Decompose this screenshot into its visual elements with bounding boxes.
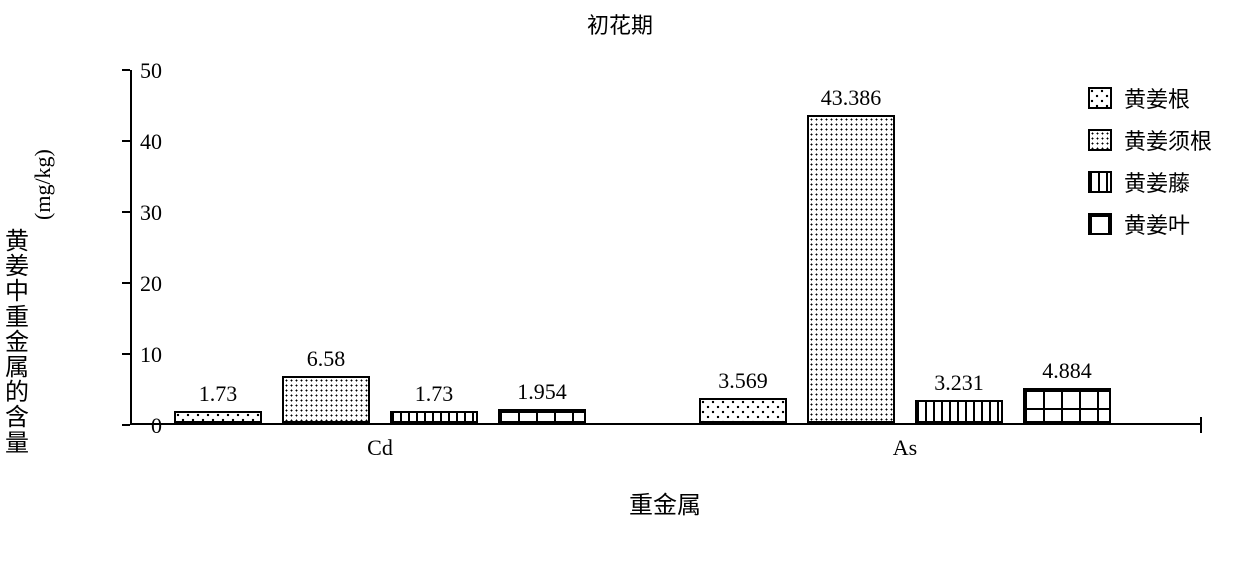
- legend-item: 黄姜根: [1088, 82, 1212, 114]
- x-axis-label: 重金属: [130, 485, 1200, 520]
- bar-value-label: 3.569: [698, 368, 788, 394]
- bar: [807, 115, 895, 423]
- legend-item: 黄姜叶: [1088, 208, 1212, 240]
- bar-value-label: 3.231: [914, 370, 1004, 396]
- bar-value-label: 1.954: [497, 379, 587, 405]
- y-tick-label: 30: [102, 200, 162, 226]
- legend-label: 黄姜藤: [1124, 166, 1190, 198]
- x-axis-line: [130, 423, 1200, 425]
- legend-swatch: [1088, 213, 1112, 235]
- bar: [915, 400, 1003, 423]
- y-tick-label: 40: [102, 129, 162, 155]
- bar-value-label: 6.58: [281, 346, 371, 372]
- legend-swatch: [1088, 129, 1112, 151]
- y-axis-label: 黄姜中重金属的含量: [4, 230, 30, 457]
- legend-swatch: [1088, 87, 1112, 109]
- bar: [1023, 388, 1111, 423]
- legend-item: 黄姜须根: [1088, 124, 1212, 156]
- bar: [282, 376, 370, 423]
- y-axis-unit: (mg/kg): [30, 149, 56, 220]
- y-tick-label: 50: [102, 58, 162, 84]
- y-axis-line: [130, 70, 132, 425]
- x-axis-end-tick: [1200, 417, 1202, 433]
- legend: 黄姜根黄姜须根黄姜藤黄姜叶: [1088, 82, 1212, 250]
- plot-area: 重金属 1.736.581.731.954Cd3.56943.3863.2314…: [130, 70, 1200, 425]
- bar-value-label: 43.386: [806, 85, 896, 111]
- bar: [174, 411, 262, 423]
- bar: [390, 411, 478, 423]
- legend-item: 黄姜藤: [1088, 166, 1212, 198]
- y-tick-label: 0: [102, 413, 162, 439]
- y-tick-label: 20: [102, 271, 162, 297]
- chart-title: 初花期: [0, 8, 1240, 40]
- bar-value-label: 1.73: [389, 381, 479, 407]
- x-tick-label: Cd: [350, 435, 410, 461]
- legend-label: 黄姜须根: [1124, 124, 1212, 156]
- bar: [498, 409, 586, 423]
- bar-value-label: 1.73: [173, 381, 263, 407]
- y-tick-label: 10: [102, 342, 162, 368]
- legend-label: 黄姜叶: [1124, 208, 1190, 240]
- legend-swatch: [1088, 171, 1112, 193]
- bar-value-label: 4.884: [1022, 358, 1112, 384]
- bar: [699, 398, 787, 423]
- legend-label: 黄姜根: [1124, 82, 1190, 114]
- x-tick-label: As: [875, 435, 935, 461]
